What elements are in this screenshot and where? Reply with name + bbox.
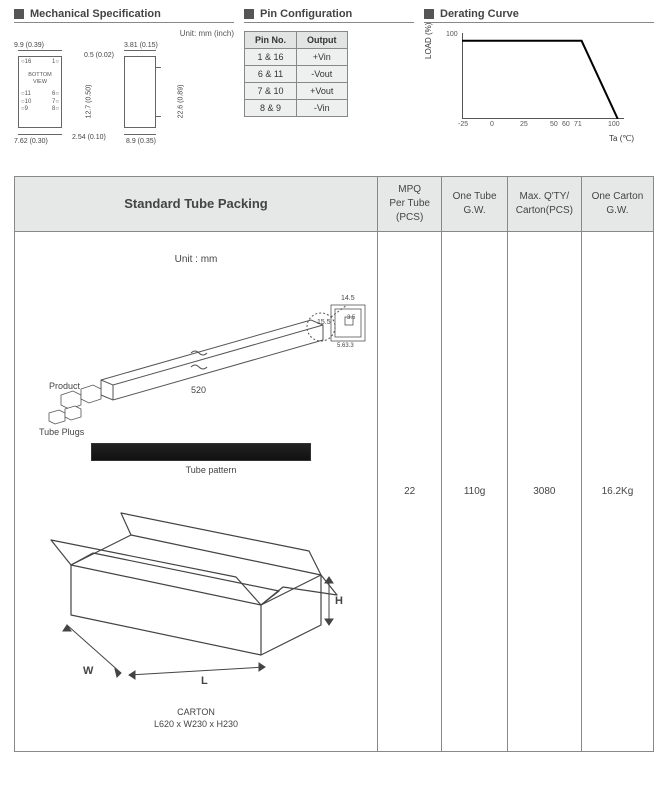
tube-pattern-label: Tube pattern	[51, 465, 371, 475]
pin-table-header-row: Pin No. Output	[245, 32, 348, 49]
chart-xtick: 0	[490, 121, 494, 128]
packing-table: Standard Tube Packing MPQ Per Tube (PCS)…	[14, 176, 654, 752]
carton-caption-dim: L620 x W230 x H230	[21, 719, 371, 729]
packing-header-row: Standard Tube Packing MPQ Per Tube (PCS)…	[15, 177, 654, 232]
cross-ir: 3.5	[347, 315, 355, 321]
pin-table: Pin No. Output 1 & 16+Vin 6 & 11-Vout 7 …	[244, 31, 348, 117]
packing-header-gw: One Tube G.W.	[442, 177, 508, 232]
cross-iw: 5.63.3	[337, 343, 354, 349]
pin-mark: 6○	[52, 91, 59, 98]
cross-h: 15.5	[317, 319, 331, 326]
pin-mark: 7○	[52, 99, 59, 106]
tube-diagram: 520 Product Tube Plugs 14.5 15.5 3.5 5.6…	[31, 285, 371, 435]
bottom-view-label: BOTTOM VIEW	[21, 72, 59, 85]
dim-h254: 2.54 (0.10)	[72, 134, 106, 141]
packing-value-cartongw: 16.2Kg	[581, 232, 653, 752]
chart-xtick: 71	[574, 121, 582, 128]
packing-value-gw: 110g	[442, 232, 508, 752]
packing-value-mpq: 22	[378, 232, 442, 752]
pin-cell: -Vout	[297, 66, 348, 83]
pin-mark: ○10	[21, 99, 31, 106]
chart-xtick: 100	[608, 121, 620, 128]
dim-h127: 12.7 (0.50)	[85, 85, 92, 119]
dim-w89: 8.9 (0.35)	[126, 138, 156, 145]
square-bullet-icon	[14, 9, 24, 19]
carton-W: W	[83, 665, 93, 677]
dim-w99: 9.9 (0.39)	[14, 42, 44, 49]
tube-svg	[31, 285, 371, 435]
pinconf-title: Pin Configuration	[260, 8, 352, 20]
pinconf-header: Pin Configuration	[244, 8, 414, 23]
packing-header-mpq: MPQ Per Tube (PCS)	[378, 177, 442, 232]
mech-drawing: ○16 1○ BOTTOM VIEW ○11 6○ ○10 7○ ○9 8○	[14, 38, 224, 158]
side-pins	[155, 67, 161, 117]
dim-w05: 0.5 (0.02)	[84, 52, 114, 59]
carton-L: L	[201, 675, 208, 687]
pin-cell: -Vin	[297, 100, 348, 117]
pin-cell: +Vout	[297, 83, 348, 100]
packing-diagram-cell: Unit : mm	[15, 232, 378, 752]
mech-header: Mechanical Specification	[14, 8, 234, 23]
pin-table-row: 8 & 9-Vin	[245, 100, 348, 117]
chart-xtick: 60	[562, 121, 570, 128]
packing-value-qty: 3080	[507, 232, 581, 752]
carton-svg	[21, 495, 361, 695]
pin-mark: 8○	[52, 106, 59, 113]
carton-caption-title: CARTON	[21, 707, 371, 717]
dim-w381: 3.81 (0.15)	[124, 42, 158, 49]
pin-config-section: Pin Configuration Pin No. Output 1 & 16+…	[244, 8, 414, 158]
chart-ylabel: LOAD (%)	[424, 23, 433, 59]
chart-xtick: -25	[458, 121, 468, 128]
pin-cell: 8 & 9	[245, 100, 297, 117]
pin-mark: ○9	[21, 106, 28, 113]
carton-diagram: W L H	[21, 495, 361, 705]
mech-title: Mechanical Specification	[30, 8, 161, 20]
pin-cell: 1 & 16	[245, 49, 297, 66]
derating-header: Derating Curve	[424, 8, 654, 23]
derating-title: Derating Curve	[440, 8, 519, 20]
pin-cell: 7 & 10	[245, 83, 297, 100]
dim-w762: 7.62 (0.30)	[14, 138, 48, 145]
pin-col-output: Output	[297, 32, 348, 49]
pin-cell: +Vin	[297, 49, 348, 66]
packing-header-main: Standard Tube Packing	[15, 177, 378, 232]
tube-pattern-bar	[91, 443, 311, 461]
packing-header-cartongw: One Carton G.W.	[581, 177, 653, 232]
pin-col-pinno: Pin No.	[245, 32, 297, 49]
side-view-box	[124, 56, 156, 128]
derating-section: Derating Curve LOAD (%) 100 -25 0 25 50 …	[424, 8, 654, 158]
pin-table-row: 1 & 16+Vin	[245, 49, 348, 66]
derating-chart: LOAD (%) 100 -25 0 25 50 60 71 100 Ta (℃…	[424, 29, 634, 139]
packing-header-qty: Max. Q'TY/ Carton(PCS)	[507, 177, 581, 232]
chart-ytick: 100	[446, 31, 458, 38]
pin-mark: 1○	[52, 59, 59, 66]
pin-table-row: 6 & 11-Vout	[245, 66, 348, 83]
dim-h226: 22.6 (0.89)	[177, 85, 184, 119]
chart-xlabel: Ta (℃)	[609, 134, 634, 143]
bottom-view-box: ○16 1○ BOTTOM VIEW ○11 6○ ○10 7○ ○9 8○	[18, 56, 62, 128]
product-label: Product	[49, 381, 80, 391]
mechanical-spec-section: Mechanical Specification Unit: mm (inch)…	[14, 8, 234, 158]
pin-mark: ○11	[21, 91, 31, 98]
packing-data-row: Unit : mm	[15, 232, 654, 752]
mech-unit-label: Unit: mm (inch)	[14, 29, 234, 38]
chart-xtick: 25	[520, 121, 528, 128]
top-row: Mechanical Specification Unit: mm (inch)…	[14, 8, 656, 158]
square-bullet-icon	[424, 9, 434, 19]
tube-length-label: 520	[191, 385, 206, 395]
cross-w: 14.5	[341, 295, 355, 302]
square-bullet-icon	[244, 9, 254, 19]
carton-H: H	[335, 595, 343, 607]
chart-axes	[462, 33, 624, 119]
chart-xtick: 50	[550, 121, 558, 128]
pin-mark: ○16	[21, 59, 31, 66]
packing-unit: Unit : mm	[21, 254, 371, 265]
tubeplugs-label: Tube Plugs	[39, 427, 84, 437]
pin-cell: 6 & 11	[245, 66, 297, 83]
pin-table-row: 7 & 10+Vout	[245, 83, 348, 100]
